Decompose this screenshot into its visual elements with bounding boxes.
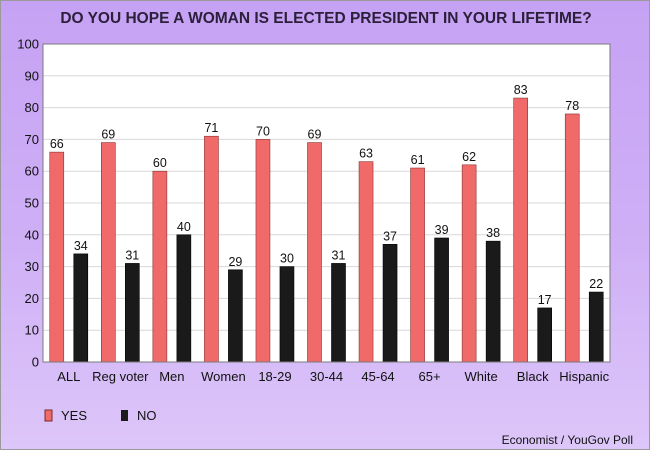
bar-yes-6 [358, 161, 374, 363]
category-label-6: 45-64 [361, 369, 394, 384]
data-label-no-2: 40 [177, 220, 191, 234]
category-label-7: 65+ [419, 369, 441, 384]
category-label-5: 30-44 [310, 369, 343, 384]
data-label-no-5: 31 [332, 248, 346, 262]
data-label-yes-3: 71 [204, 121, 218, 135]
category-label-2: Men [159, 369, 184, 384]
category-label-3: Women [201, 369, 246, 384]
data-label-no-9: 17 [538, 293, 552, 307]
category-labels: ALL Reg voter Men Women 18-29 30-44 45-64 65+ Wh… [57, 369, 609, 384]
data-label-yes-5: 69 [308, 128, 322, 142]
data-label-yes-8: 62 [462, 150, 476, 164]
y-tick-label-10: 10 [25, 323, 39, 338]
bar-no-2 [176, 234, 192, 363]
data-label-no-1: 31 [125, 248, 139, 262]
y-tick-label-100: 100 [17, 37, 39, 52]
data-label-no-4: 30 [280, 252, 294, 266]
bar-no-9 [537, 307, 552, 363]
bar-yes-3 [204, 135, 219, 363]
bar-no-4 [279, 266, 295, 363]
category-label-0: ALL [57, 369, 80, 384]
bar-no-5 [331, 263, 346, 363]
category-label-9: Black [517, 369, 549, 384]
data-label-no-3: 29 [228, 255, 242, 269]
data-label-no-6: 37 [383, 229, 397, 243]
bar-yes-0 [49, 151, 65, 363]
category-label-4: 18-29 [258, 369, 291, 384]
plot-border [42, 43, 611, 363]
bar-no-6 [382, 244, 398, 363]
data-labels: 66 34 69 31 60 40 71 29 70 30 69 31 63 37 61 39 62 38 83 17… [50, 83, 603, 307]
data-label-yes-9: 83 [514, 83, 528, 97]
bar-yes-9 [513, 97, 528, 363]
bar-no-1 [125, 263, 140, 363]
bar-yes-2 [152, 170, 168, 363]
bars [49, 97, 604, 363]
legend-label-no: NO [137, 408, 157, 423]
bar-no-3 [228, 269, 243, 363]
bar-yes-8 [461, 164, 477, 363]
bar-no-8 [485, 240, 501, 363]
category-label-8: White [465, 369, 498, 384]
data-label-yes-10: 78 [565, 99, 579, 113]
y-tick-label-60: 60 [25, 164, 39, 179]
bar-yes-4 [255, 139, 271, 363]
y-tick-label-70: 70 [25, 132, 39, 147]
data-label-yes-1: 69 [101, 128, 115, 142]
data-label-yes-4: 70 [256, 124, 270, 138]
y-tick-label-30: 30 [25, 259, 39, 274]
data-label-yes-6: 63 [359, 147, 373, 161]
y-tick-label-80: 80 [25, 100, 39, 115]
bar-yes-1 [101, 142, 116, 363]
source-note: Economist / YouGov Poll [502, 433, 633, 447]
y-tick-label-40: 40 [25, 227, 39, 242]
data-label-yes-0: 66 [50, 137, 64, 151]
bar-yes-10 [564, 113, 580, 363]
category-label-1: Reg voter [92, 369, 149, 384]
data-label-yes-2: 60 [153, 156, 167, 170]
legend: YES NO [44, 408, 157, 423]
legend-swatch-no [121, 410, 128, 421]
y-tick-label-0: 0 [32, 355, 39, 370]
bar-no-7 [434, 237, 449, 363]
y-tick-label-20: 20 [25, 291, 39, 306]
legend-label-yes: YES [61, 408, 87, 423]
bar-no-0 [73, 253, 89, 363]
y-tick-label-50: 50 [25, 196, 39, 211]
bar-yes-7 [410, 167, 425, 363]
data-label-no-8: 38 [486, 226, 500, 240]
y-tick-label-90: 90 [25, 68, 39, 83]
category-label-10: Hispanic [559, 369, 609, 384]
bar-yes-5 [307, 142, 322, 363]
data-label-yes-7: 61 [411, 153, 425, 167]
chart-title: DO YOU HOPE A WOMAN IS ELECTED PRESIDENT… [60, 10, 591, 27]
y-axis-ticks: 0 10 20 30 40 50 60 70 80 90 100 [17, 37, 39, 370]
legend-swatch-yes [44, 409, 53, 422]
bar-no-10 [588, 291, 604, 363]
data-label-no-0: 34 [74, 239, 88, 253]
data-label-no-10: 22 [589, 277, 603, 291]
data-label-no-7: 39 [435, 223, 449, 237]
